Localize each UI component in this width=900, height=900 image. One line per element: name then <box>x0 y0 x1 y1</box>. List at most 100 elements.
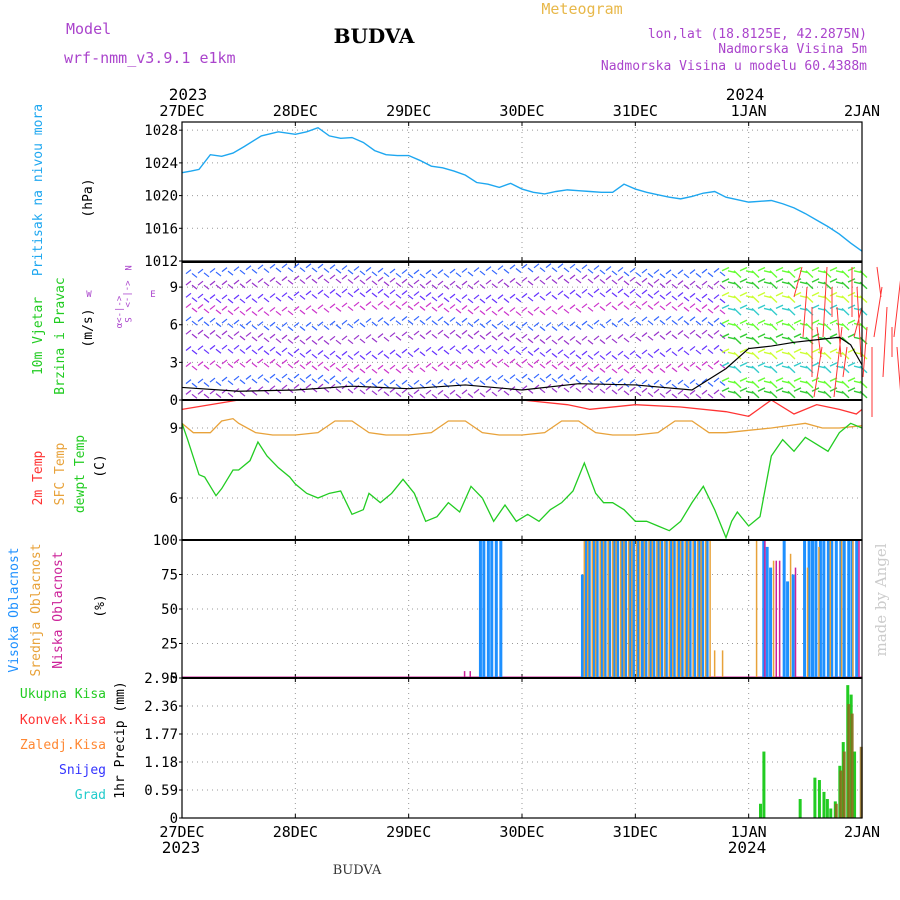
wind-unit: (m/s) <box>81 308 96 347</box>
mid-cloud-bar <box>643 540 646 678</box>
y-tick-label: 1012 <box>144 254 178 270</box>
wind-barb-row <box>185 300 726 317</box>
high-cloud-bar <box>786 581 790 678</box>
low-cloud-bar <box>764 540 766 678</box>
high-cloud-bar <box>782 540 786 678</box>
high-cloud-bar <box>624 540 627 678</box>
mid-cloud-bar <box>639 540 641 678</box>
mid-cloud-bar <box>721 650 724 678</box>
wind-barb-row <box>185 344 726 360</box>
high-cloud-bar <box>587 540 591 678</box>
conv-precip-bar <box>839 770 843 818</box>
pressure-label: Pritisak na nivou mora <box>31 104 46 276</box>
high-cloud-bar <box>612 540 616 678</box>
y-tick-label: 50 <box>161 602 178 618</box>
temp-dewpt-label: dewpt Temp <box>73 435 88 513</box>
bottom-date-label: 1JAN <box>731 823 767 841</box>
watermark: made by Angel <box>872 543 890 656</box>
y-tick-label: 6 <box>170 318 178 334</box>
mid-cloud-bar <box>664 540 666 678</box>
high-cloud-bar <box>697 540 701 678</box>
top-year-2023: 2023 <box>169 85 208 104</box>
low-cloud-bar <box>778 560 781 678</box>
compass-north: N <box>122 265 132 270</box>
high-cloud-bar <box>499 540 503 678</box>
wind-barb-row <box>721 304 868 316</box>
high-cloud-bar <box>592 540 596 678</box>
high-cloud-bar <box>669 540 673 678</box>
low-cloud-bar <box>463 671 466 678</box>
mid-cloud-bar <box>789 553 792 678</box>
bottom-date-label: 2JAN <box>844 823 880 841</box>
mid-cloud-bar <box>829 540 831 678</box>
top-year-2024: 2024 <box>726 85 765 104</box>
high-cloud-bar <box>842 540 846 678</box>
mid-cloud-bar <box>684 540 686 678</box>
compass-east: E <box>150 290 155 300</box>
y-tick-label: 0.59 <box>144 783 178 799</box>
high-cloud-bar <box>791 574 795 678</box>
high-cloud-bar <box>580 574 584 678</box>
mid-cloud-bar <box>591 540 593 678</box>
high-cloud-bar <box>636 540 640 678</box>
cloud-low-label: Niska Oblacnost <box>51 551 66 668</box>
high-cloud-bar <box>641 540 644 678</box>
high-cloud-bar <box>595 540 599 678</box>
panel-4: 0 0.59 1.18 1.77 2.36 2.95 <box>144 671 863 827</box>
mid-cloud-bar <box>611 540 614 678</box>
wind-barb-row <box>721 319 868 331</box>
total-precip-bar <box>817 780 821 818</box>
high-cloud-bar <box>688 540 692 678</box>
y-tick-label: 2.36 <box>144 699 178 715</box>
y-tick-label: 0 <box>170 393 178 409</box>
high-cloud-bar <box>693 540 697 678</box>
high-cloud-bar <box>644 540 648 678</box>
high-cloud-bar <box>818 540 822 678</box>
conv-precip-bar <box>847 704 851 818</box>
wind-barb-row <box>721 377 868 389</box>
high-cloud-bar <box>672 540 676 678</box>
high-cloud-bar <box>685 540 689 678</box>
high-cloud-bar <box>648 540 652 678</box>
conv-precip-bar <box>859 746 863 818</box>
total-precip-bar <box>759 803 762 818</box>
y-tick-label: 1.18 <box>144 755 178 771</box>
wind-barbs <box>185 263 900 417</box>
y-tick-label: 1020 <box>144 189 178 205</box>
wind-speed-line <box>181 336 863 392</box>
high-cloud-bar <box>486 540 490 678</box>
model-label: Model <box>66 20 111 38</box>
wind-barb-row <box>721 362 868 374</box>
high-cloud-bar <box>631 540 635 678</box>
y-tick-label: 6 <box>170 491 178 507</box>
wind-label-2: Brzina i Pravac <box>53 277 68 394</box>
compass-alpha: α<-|-> <box>115 295 125 328</box>
wind-barb-row <box>185 274 726 290</box>
y-tick-label: 1024 <box>144 156 178 172</box>
wind-barb-row <box>721 266 868 278</box>
high-cloud-bar <box>620 540 624 678</box>
mid-cloud-bar <box>818 546 820 678</box>
total-precip-bar <box>825 799 829 818</box>
legend-hail: Grad <box>75 788 106 803</box>
high-cloud-bar <box>762 540 766 678</box>
mid-cloud-bar <box>583 540 586 678</box>
panel-3: 0 25 50 75 100 <box>153 533 863 687</box>
elevation-text: Nadmorska Visina 5m <box>718 42 867 57</box>
low-cloud-bar <box>794 567 797 678</box>
temp-sfc-label: SFC Temp <box>53 443 68 506</box>
high-cloud-bar <box>855 540 859 678</box>
total-precip-bar <box>813 777 817 818</box>
wind-barb-row <box>721 333 868 345</box>
y-tick-label: 0 <box>170 811 178 827</box>
mid-cloud-bar <box>687 540 690 678</box>
mid-cloud-bar <box>586 540 589 678</box>
precip-axis-label: 1hr Precip (mm) <box>113 681 128 798</box>
sfc-temp-line <box>181 417 863 436</box>
wind-barb-row <box>185 329 726 345</box>
high-cloud-bar <box>701 540 705 678</box>
mid-cloud-bar <box>671 540 674 678</box>
panel-2: 69 <box>170 400 863 540</box>
footer-title: BUDVA <box>333 863 382 878</box>
wind-barb-row <box>185 315 726 332</box>
